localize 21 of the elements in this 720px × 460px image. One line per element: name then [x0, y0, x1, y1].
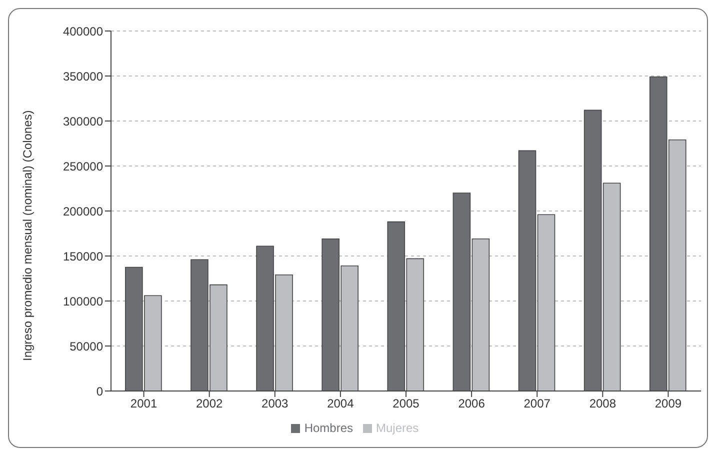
y-tick-label: 300000 — [62, 114, 104, 128]
y-tick-label: 100000 — [62, 294, 104, 308]
x-tick-label: 2007 — [524, 396, 551, 411]
legend-label: Hombres — [304, 421, 353, 435]
x-tick-label: 2002 — [196, 396, 224, 411]
y-tick-label: 200000 — [62, 204, 104, 218]
x-tick-label: 2004 — [327, 396, 354, 411]
y-tick-label: 400000 — [62, 24, 104, 38]
x-tick-label: 2001 — [130, 396, 158, 411]
x-tick-label: 2006 — [458, 396, 486, 411]
legend-label: Mujeres — [376, 421, 419, 435]
y-tick-label: 150000 — [62, 249, 104, 264]
x-tick-label: 2009 — [654, 396, 682, 411]
x-tick-label: 2003 — [262, 396, 289, 411]
y-tick-label: 250000 — [62, 159, 104, 174]
y-axis-title: Ingreso promedio mensual (nominal) (Colones) — [20, 110, 34, 361]
y-tick-label: 350000 — [62, 69, 104, 84]
x-tick-label: 2005 — [392, 396, 420, 411]
x-tick-label: 2008 — [589, 396, 616, 411]
y-tick-label: 0 — [96, 384, 104, 398]
y-tick-label: 50000 — [70, 339, 104, 354]
